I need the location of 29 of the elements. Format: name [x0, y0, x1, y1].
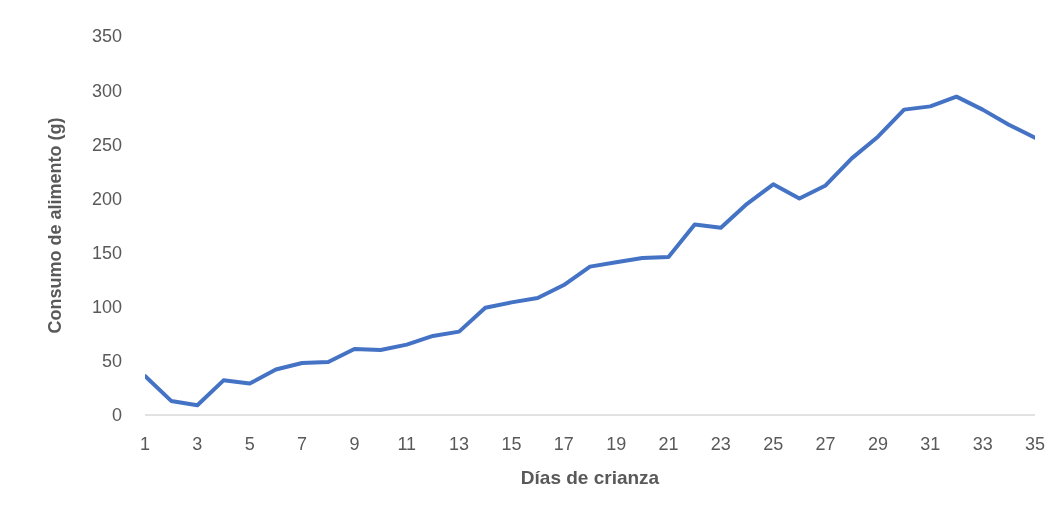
x-tick-label: 19	[606, 433, 627, 454]
x-axis-title: Días de crianza	[520, 466, 660, 488]
x-tick-label: 11	[397, 433, 417, 454]
x-tick-label: 3	[192, 433, 203, 454]
x-tick-label: 25	[763, 433, 784, 454]
y-tick-label: 0	[111, 405, 122, 426]
line-series	[145, 94, 1035, 408]
x-tick-label: 15	[501, 433, 522, 454]
x-tick-label: 23	[710, 433, 731, 454]
y-tick-label: 300	[91, 80, 122, 101]
y-tick-label: 350	[91, 26, 122, 47]
x-tick-label: 33	[972, 433, 993, 454]
y-tick-label: 150	[91, 242, 122, 263]
x-tick-label: 31	[920, 433, 941, 454]
y-tick-label: 200	[91, 188, 122, 209]
y-tick-label: 50	[101, 351, 122, 372]
x-tick-label: 17	[553, 433, 574, 454]
x-tick-label: 9	[349, 433, 360, 454]
x-tick-label: 27	[815, 433, 836, 454]
x-tick-label: 35	[1024, 433, 1046, 454]
y-tick-label: 100	[91, 297, 122, 318]
x-tick-label: 21	[658, 433, 679, 454]
y-axis-title: Consumo de alimento (g)	[45, 117, 65, 334]
x-tick-label: 29	[867, 433, 888, 454]
x-tick-label: 13	[449, 433, 470, 454]
x-tick-label: 5	[244, 433, 255, 454]
y-tick-label: 250	[91, 134, 122, 155]
x-tick-label: 1	[139, 433, 151, 454]
x-tick-label: 7	[297, 433, 308, 454]
